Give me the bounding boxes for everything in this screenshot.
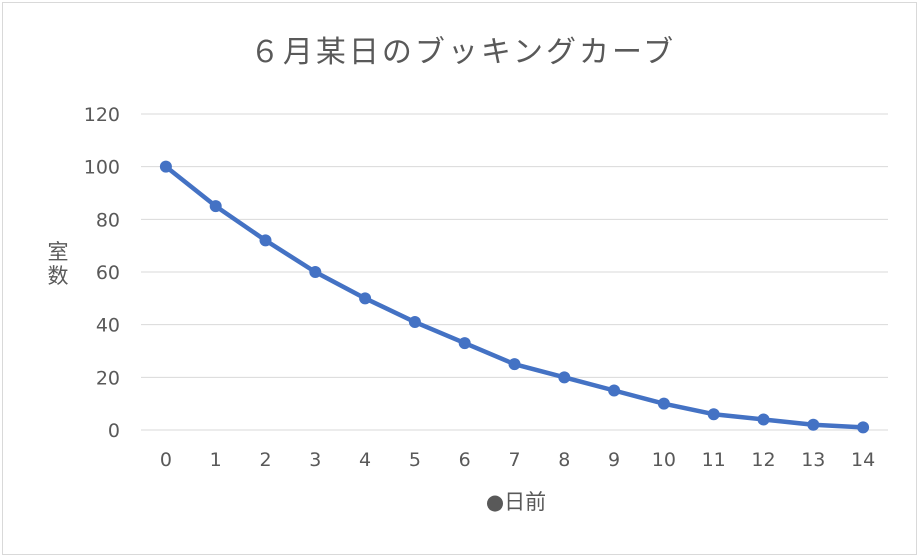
data-points-layer [159,160,870,434]
y-axis-label-char: 室 [48,240,69,264]
data-point [508,358,521,371]
x-tick-label: 2 [259,449,271,471]
data-point [757,413,770,426]
x-tick-label: 3 [309,449,321,471]
gridlines [141,113,888,431]
data-point [807,418,820,431]
x-tick-label: 14 [851,449,875,471]
y-axis-ticks: 0 20 40 60 80 100 120 [84,104,120,442]
data-point [359,292,372,305]
x-tick-label: 11 [702,449,726,471]
data-point [408,316,421,329]
data-point [209,200,222,213]
data-point [707,408,720,421]
series-line [163,164,866,430]
y-tick-label: 120 [84,104,120,126]
x-tick-label: 7 [508,449,520,471]
x-tick-label: 0 [160,449,172,471]
y-tick-label: 60 [96,262,120,284]
x-axis-ticks: 0 1 2 3 4 5 6 7 8 9 10 11 12 13 14 [160,449,875,471]
data-point [259,234,272,247]
x-axis-label: ●日前 [486,490,546,514]
y-tick-label: 40 [96,315,120,337]
y-axis-label-char: 数 [48,264,69,288]
y-tick-label: 80 [96,209,120,231]
chart-title: ６月某日のブッキングカーブ [250,35,676,70]
x-tick-label: 4 [359,449,371,471]
x-tick-label: 13 [801,449,825,471]
data-point [857,421,870,434]
data-point [558,371,571,384]
x-tick-label: 9 [608,449,620,471]
y-axis-label: 室数 [48,240,69,288]
y-tick-label: 100 [84,157,120,179]
data-point [159,160,172,173]
data-point [458,337,471,350]
data-point [608,384,621,397]
series-line-layer [163,164,866,430]
x-tick-label: 1 [210,449,222,471]
y-tick-label: 0 [108,420,120,442]
data-point [309,266,322,278]
data-point [657,397,670,410]
x-tick-label: 10 [652,449,676,471]
y-tick-label: 20 [96,367,120,389]
x-tick-label: 12 [751,449,775,471]
x-tick-label: 8 [558,449,570,471]
x-tick-label: 6 [459,449,471,471]
x-tick-label: 5 [409,449,421,471]
